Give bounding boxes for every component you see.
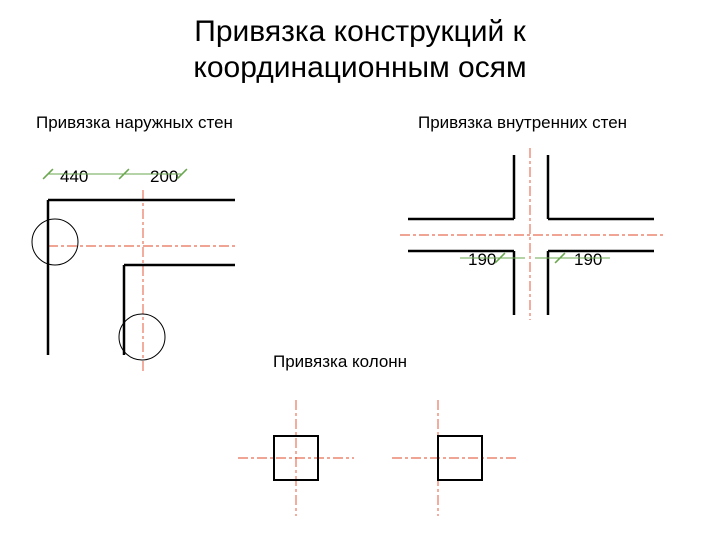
diagram-svg (0, 0, 720, 540)
ext-axis-circle-1 (32, 219, 78, 265)
slide-root: Привязка конструкций к координационным о… (0, 0, 720, 540)
ext-axis-circle-2 (119, 314, 165, 360)
